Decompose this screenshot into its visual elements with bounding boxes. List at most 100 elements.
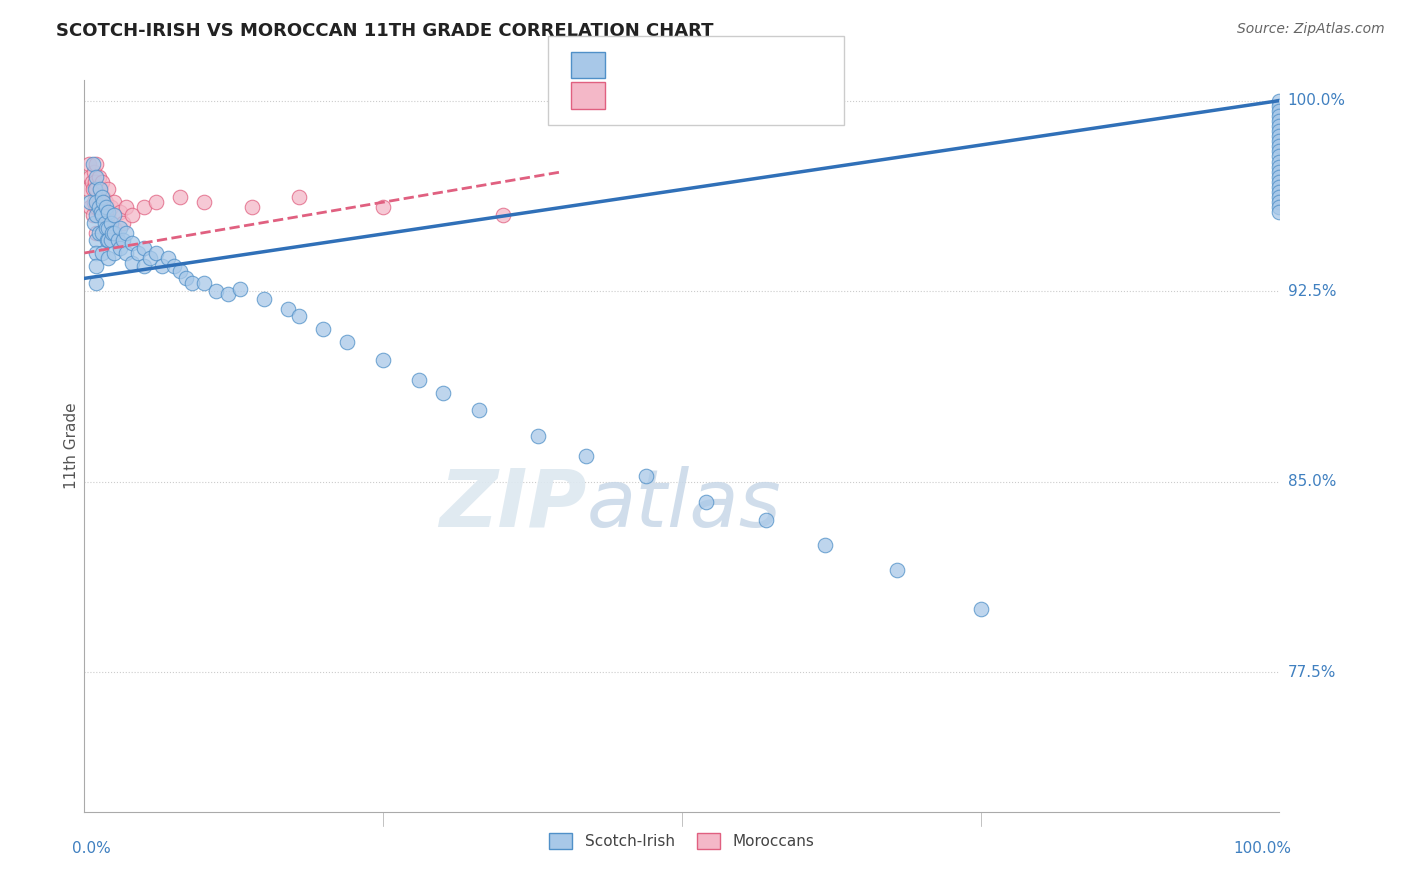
Text: atlas: atlas [586,466,782,543]
Point [77,182,100,196]
Point [1268,98,1291,112]
Point [84,182,107,196]
Point [93,190,115,204]
Point [636,469,658,483]
Point [103,195,125,210]
Text: N = 39: N = 39 [710,88,768,103]
Point [1268,94,1291,108]
Point [86,208,108,222]
Point [87,226,110,240]
Text: 100.0%: 100.0% [1288,93,1346,108]
Point [886,564,908,578]
Text: R = 0.355: R = 0.355 [614,58,697,72]
Point [83,165,105,179]
Point [150,259,173,273]
Point [94,195,117,210]
Point [79,195,101,210]
Point [97,208,120,222]
Text: 92.5%: 92.5% [1288,284,1336,299]
Point [91,190,114,204]
Text: R = 0.260: R = 0.260 [614,88,697,103]
Point [87,169,110,184]
Point [80,175,103,189]
Legend: Scotch-Irish, Moroccans: Scotch-Irish, Moroccans [543,827,821,855]
Point [121,208,143,222]
Point [229,281,252,295]
Point [1268,114,1291,128]
Point [93,215,115,229]
Point [86,195,108,210]
Point [1268,205,1291,219]
Point [97,205,120,219]
Point [132,259,156,273]
Point [100,200,122,214]
Point [77,157,100,171]
Point [86,259,108,273]
Point [1268,169,1291,184]
Point [1268,180,1291,194]
Point [373,352,395,367]
Point [1268,160,1291,174]
Text: Source: ZipAtlas.com: Source: ZipAtlas.com [1237,22,1385,37]
Text: ZIP: ZIP [439,466,586,543]
Point [145,246,167,260]
Text: 0.0%: 0.0% [73,841,111,856]
Text: N = 97: N = 97 [710,58,768,72]
Text: 85.0%: 85.0% [1288,474,1336,489]
Y-axis label: 11th Grade: 11th Grade [63,402,79,490]
Point [492,208,515,222]
Point [169,264,191,278]
Point [91,246,114,260]
Point [1268,145,1291,159]
Point [132,200,156,214]
Point [1268,175,1291,189]
Point [94,200,117,214]
Point [1268,190,1291,204]
Point [288,310,311,324]
Point [86,226,108,240]
Point [1268,165,1291,179]
Text: SCOTCH-IRISH VS MOROCCAN 11TH GRADE CORRELATION CHART: SCOTCH-IRISH VS MOROCCAN 11TH GRADE CORR… [56,22,714,40]
Point [94,220,117,235]
Point [111,215,134,229]
Point [103,220,125,235]
Point [312,322,335,336]
Point [101,226,124,240]
Point [87,195,110,210]
Point [527,429,550,443]
Point [91,200,114,214]
Point [1268,200,1291,214]
Point [1268,139,1291,153]
Point [97,182,120,196]
Point [110,205,132,219]
Point [115,200,138,214]
Point [205,284,228,298]
Point [373,200,395,214]
Point [79,169,101,184]
Point [91,175,114,189]
Text: 100.0%: 100.0% [1233,841,1292,856]
Point [814,538,837,552]
Point [1268,129,1291,144]
Point [82,182,104,196]
Point [110,220,132,235]
Point [253,292,276,306]
Point [1268,195,1291,210]
Point [121,256,143,270]
Point [163,259,186,273]
Point [103,208,125,222]
Point [86,200,108,214]
Text: 77.5%: 77.5% [1288,665,1336,680]
Point [86,182,108,196]
Point [89,182,111,196]
Point [132,241,156,255]
Point [115,226,138,240]
Point [103,246,125,260]
Point [86,246,108,260]
Point [157,251,180,265]
Point [336,334,359,349]
Point [86,169,108,184]
Point [97,251,120,265]
Point [193,277,215,291]
Point [1268,103,1291,118]
